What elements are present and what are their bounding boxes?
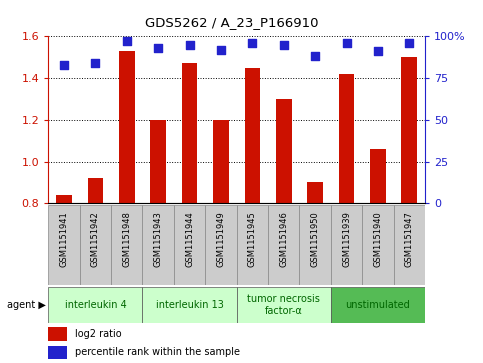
Bar bbox=[174, 205, 205, 285]
Text: GSM1151943: GSM1151943 bbox=[154, 212, 163, 268]
Text: GSM1151948: GSM1151948 bbox=[122, 212, 131, 268]
Text: interleukin 13: interleukin 13 bbox=[156, 300, 224, 310]
Point bbox=[249, 40, 256, 46]
Text: percentile rank within the sample: percentile rank within the sample bbox=[75, 347, 240, 358]
Bar bbox=[237, 287, 331, 323]
Bar bbox=[48, 327, 67, 341]
Bar bbox=[268, 205, 299, 285]
Point bbox=[217, 47, 225, 53]
Text: GSM1151947: GSM1151947 bbox=[405, 212, 414, 268]
Bar bbox=[244, 68, 260, 203]
Text: GSM1151941: GSM1151941 bbox=[59, 212, 69, 267]
Bar bbox=[331, 287, 425, 323]
Text: GSM1151946: GSM1151946 bbox=[279, 212, 288, 268]
Bar bbox=[48, 346, 67, 359]
Point bbox=[374, 48, 382, 54]
Bar bbox=[80, 205, 111, 285]
Bar bbox=[142, 287, 237, 323]
Text: tumor necrosis
factor-α: tumor necrosis factor-α bbox=[247, 294, 320, 316]
Bar bbox=[339, 74, 355, 203]
Text: log2 ratio: log2 ratio bbox=[75, 329, 121, 339]
Bar bbox=[56, 195, 72, 203]
Bar bbox=[205, 205, 237, 285]
Text: unstimulated: unstimulated bbox=[345, 300, 411, 310]
Point bbox=[60, 62, 68, 68]
Point bbox=[186, 42, 194, 48]
Bar bbox=[299, 205, 331, 285]
Bar bbox=[182, 64, 198, 203]
Text: GSM1151944: GSM1151944 bbox=[185, 212, 194, 267]
Text: GSM1151950: GSM1151950 bbox=[311, 212, 320, 267]
Text: GSM1151949: GSM1151949 bbox=[216, 212, 226, 267]
Bar bbox=[370, 149, 386, 203]
Bar bbox=[150, 120, 166, 203]
Bar bbox=[111, 205, 142, 285]
Bar bbox=[87, 178, 103, 203]
Text: agent ▶: agent ▶ bbox=[7, 300, 46, 310]
Bar bbox=[394, 205, 425, 285]
Bar bbox=[362, 205, 394, 285]
Bar bbox=[48, 205, 80, 285]
Point bbox=[312, 53, 319, 59]
Bar bbox=[142, 205, 174, 285]
Point bbox=[123, 38, 130, 44]
Text: interleukin 4: interleukin 4 bbox=[65, 300, 126, 310]
Text: GDS5262 / A_23_P166910: GDS5262 / A_23_P166910 bbox=[145, 16, 319, 29]
Bar bbox=[213, 120, 229, 203]
Bar bbox=[401, 57, 417, 203]
Bar bbox=[119, 51, 135, 203]
Point bbox=[155, 45, 162, 51]
Point bbox=[92, 60, 99, 66]
Bar bbox=[237, 205, 268, 285]
Point bbox=[343, 40, 351, 46]
Bar bbox=[48, 287, 142, 323]
Text: GSM1151942: GSM1151942 bbox=[91, 212, 100, 267]
Text: GSM1151939: GSM1151939 bbox=[342, 212, 351, 268]
Bar bbox=[276, 99, 292, 203]
Text: GSM1151945: GSM1151945 bbox=[248, 212, 257, 267]
Bar bbox=[307, 182, 323, 203]
Text: GSM1151940: GSM1151940 bbox=[373, 212, 383, 267]
Bar bbox=[331, 205, 362, 285]
Point bbox=[280, 42, 288, 48]
Point bbox=[406, 40, 413, 46]
